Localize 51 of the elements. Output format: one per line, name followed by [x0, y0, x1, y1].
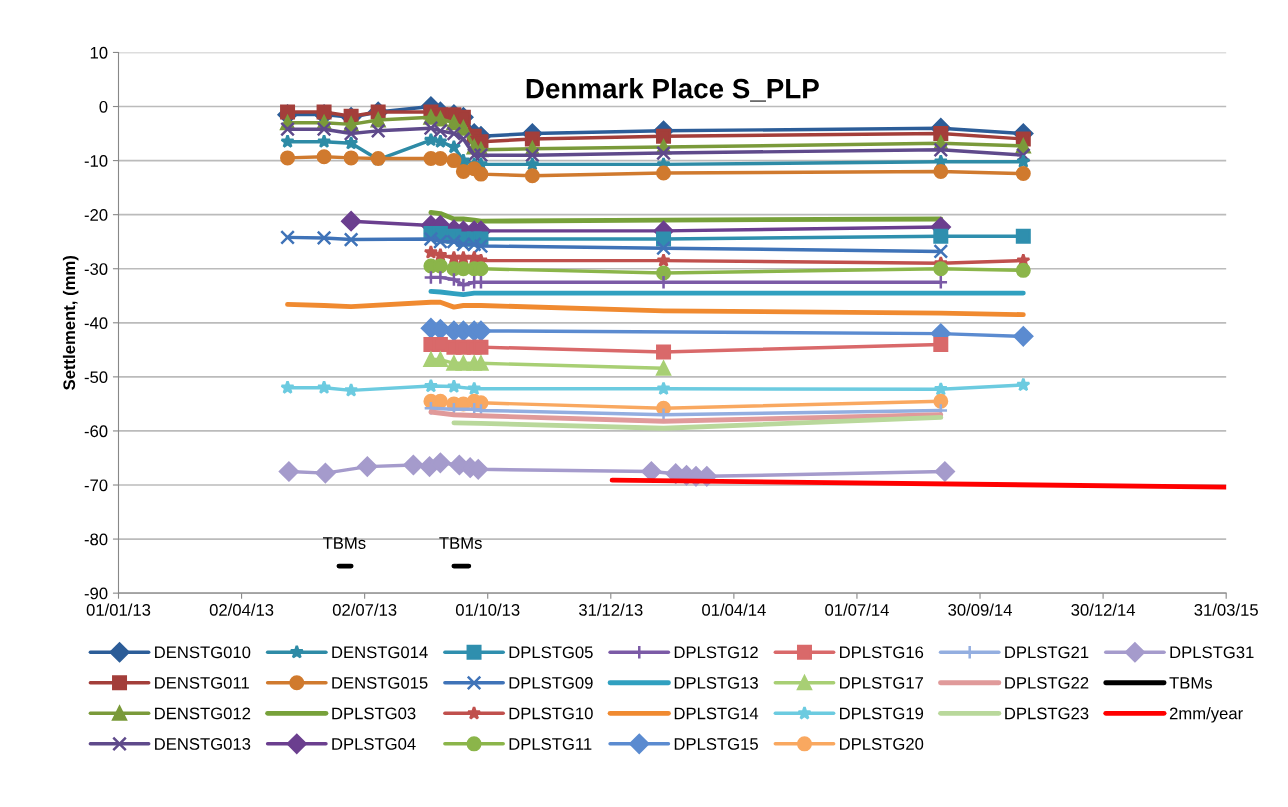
legend-label: DPLSTG12 [674, 646, 758, 659]
legend-label: DPLSTG15 [674, 738, 758, 750]
x-tick-label: 02/04/13 [209, 603, 274, 616]
legend-label: DPLSTG22 [1005, 676, 1089, 689]
x-tick-label: 01/07/14 [825, 603, 889, 616]
y-tick-label: -70 [84, 479, 108, 492]
legend-label: DPLSTG10 [509, 707, 593, 720]
y-tick-label: -50 [84, 371, 108, 384]
legend-label: DENSTG014 [332, 646, 428, 659]
legend-label: DPLSTG23 [1005, 707, 1089, 720]
legend-label: DENSTG012 [155, 707, 251, 720]
legend-label: DENSTG013 [155, 738, 251, 750]
y-tick-label: -10 [84, 154, 108, 167]
x-tick-label: 01/04/14 [702, 603, 766, 616]
legend-label: DPLSTG31 [1170, 646, 1254, 659]
legend-label: DPLSTG20 [840, 738, 924, 750]
y-tick-label: 10 [90, 46, 108, 59]
x-tick-label: 31/03/15 [1194, 603, 1258, 616]
text: Denmark Place S_PLP [526, 78, 819, 102]
annotation: TBMs [439, 537, 482, 549]
x-tick-label: 30/12/14 [1071, 603, 1136, 616]
legend-label: DENSTG015 [332, 676, 428, 689]
y-tick-label: -20 [84, 209, 108, 221]
x-tick-label: 30/09/14 [948, 603, 1012, 616]
legend-label: DPLSTG17 [840, 676, 924, 689]
legend-label: DPLSTG21 [1005, 646, 1089, 659]
legend-label: DPLSTG04 [332, 738, 416, 750]
y-tick-label: 0 [99, 100, 108, 113]
legend-label: DPLSTG14 [674, 707, 759, 720]
annotation: TBMs [322, 537, 366, 549]
x-tick-label: 02/07/13 [332, 603, 397, 616]
y-tick-label: -80 [84, 533, 108, 546]
legend-label: DPLSTG03 [332, 707, 416, 720]
legend-label: DPLSTG05 [509, 646, 593, 659]
x-tick-label: 31/12/13 [579, 603, 643, 616]
legend-label: DENSTG011 [155, 676, 249, 689]
y-tick-label: -90 [84, 587, 108, 600]
legend-label: DPLSTG09 [509, 676, 593, 689]
legend-label: DPLSTG16 [840, 646, 924, 659]
y-tick-label: -40 [84, 317, 108, 329]
x-tick-label: 01/10/13 [455, 603, 520, 616]
y-tick-label: -60 [84, 425, 108, 438]
legend-label: TBMs [1169, 677, 1212, 689]
legend-label: 2mm/year [1169, 707, 1243, 723]
y-tick-label: -30 [84, 263, 108, 275]
legend-label: DPLSTG13 [674, 676, 758, 689]
legend-label: DPLSTG19 [840, 707, 924, 720]
y-axis-title: Settlement, (mm) [62, 256, 79, 390]
legend-label: DPLSTG11 [509, 738, 592, 750]
legend-label: DENSTG010 [155, 646, 251, 659]
x-tick-label: 01/01/13 [86, 603, 151, 616]
